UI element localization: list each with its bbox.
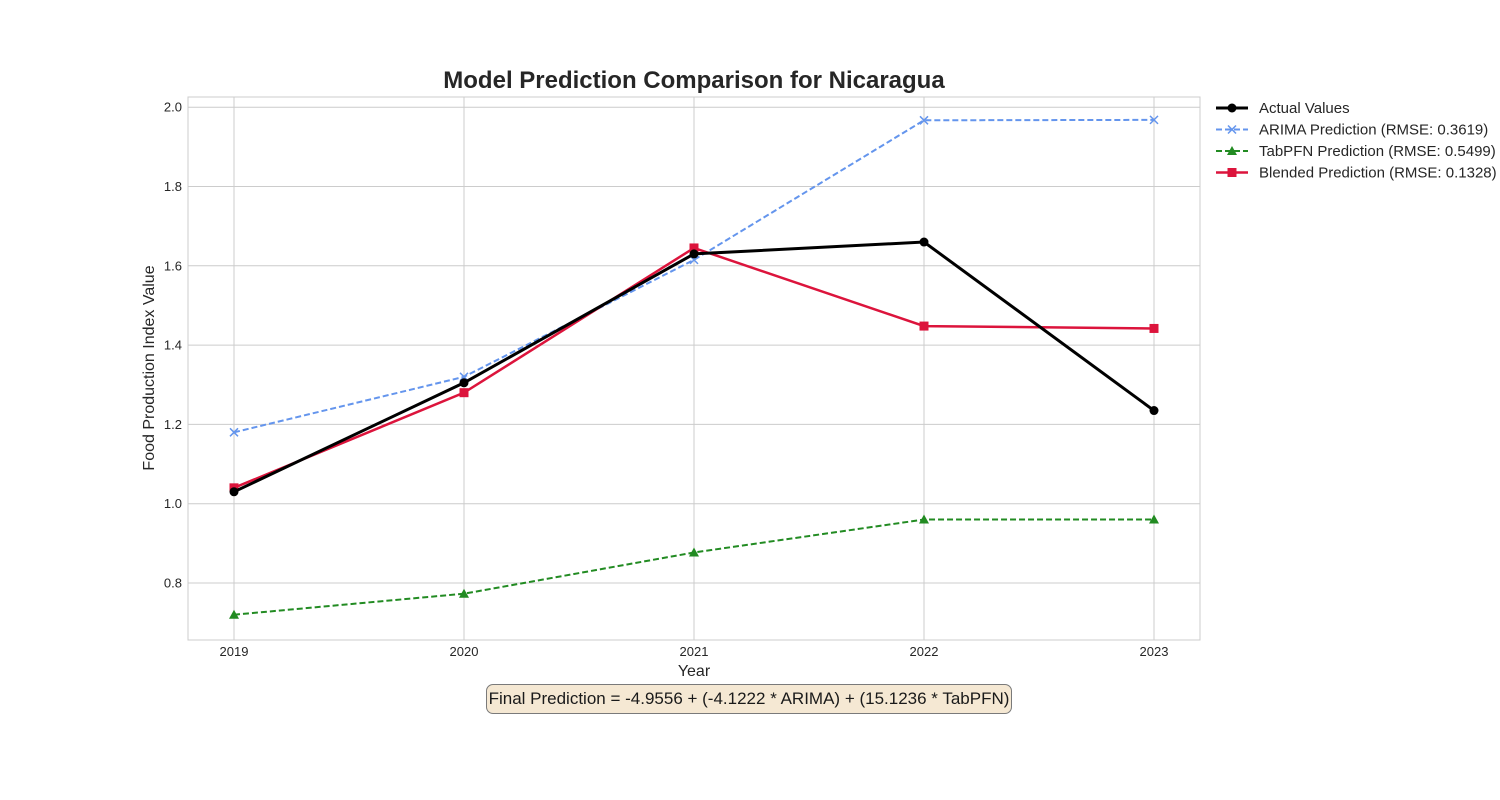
y-tick-label: 1.4 — [164, 338, 182, 353]
data-point-square — [1227, 168, 1237, 177]
y-axis-label: Food Production Index Value — [141, 265, 158, 470]
data-point-square — [689, 243, 699, 253]
data-point-circle — [459, 378, 469, 388]
data-point-square — [459, 388, 469, 398]
data-point-circle — [229, 487, 239, 497]
y-tick-label: 0.8 — [164, 576, 182, 591]
series-line — [233, 118, 1155, 434]
y-tick-label: 1.8 — [164, 179, 182, 194]
y-tick-labels: 0.8 1.0 1.2 1.4 1.6 1.8 2.0 — [164, 100, 182, 591]
data-point-triangle — [919, 514, 929, 524]
data-point-triangle — [1227, 146, 1237, 155]
data-point-circle — [919, 237, 929, 247]
legend-label: Actual Values — [1259, 100, 1350, 117]
data-point-circle — [1149, 406, 1159, 416]
x-tick-label: 2020 — [450, 644, 479, 659]
series-2 — [229, 514, 1159, 619]
series-layer — [229, 115, 1159, 619]
data-point-circle — [689, 249, 699, 259]
x-tick-label: 2019 — [220, 644, 249, 659]
chart-title: Model Prediction Comparison for Nicaragu… — [443, 67, 945, 94]
y-tick-label: 1.2 — [164, 417, 182, 432]
data-point-square — [919, 321, 929, 331]
data-point-x — [1149, 115, 1159, 125]
y-tick-label: 1.6 — [164, 258, 182, 273]
x-tick-label: 2021 — [680, 644, 709, 659]
x-tick-labels: 2019 2020 2021 2022 2023 — [220, 644, 1169, 659]
data-point-triangle — [1149, 514, 1159, 524]
data-point-x — [1227, 124, 1237, 135]
x-axis-label: Year — [678, 663, 711, 680]
data-point-x — [229, 427, 239, 437]
legend-label: TabPFN Prediction (RMSE: 0.5499) — [1259, 143, 1496, 160]
x-tick-label: 2022 — [910, 644, 939, 659]
grid-lines — [188, 97, 1200, 640]
data-point-square — [1149, 323, 1159, 333]
legend: Actual Values ARIMA Prediction (RMSE: 0.3… — [1216, 100, 1497, 182]
data-point-x — [919, 115, 929, 125]
formula-annotation: Final Prediction = -4.9556 + (-4.1222 * … — [486, 684, 1012, 714]
series-0 — [229, 237, 1159, 497]
x-tick-label: 2023 — [1140, 644, 1169, 659]
y-tick-label: 1.0 — [164, 496, 182, 511]
data-point-triangle — [229, 609, 239, 619]
y-tick-label: 2.0 — [164, 100, 182, 115]
legend-label: ARIMA Prediction (RMSE: 0.3619) — [1259, 122, 1488, 139]
plot-area-frame — [187, 96, 1201, 641]
legend-label: Blended Prediction (RMSE: 0.1328) — [1259, 165, 1497, 182]
data-point-triangle — [689, 547, 699, 557]
data-point-triangle — [459, 588, 469, 598]
data-point-circle — [1227, 103, 1237, 113]
